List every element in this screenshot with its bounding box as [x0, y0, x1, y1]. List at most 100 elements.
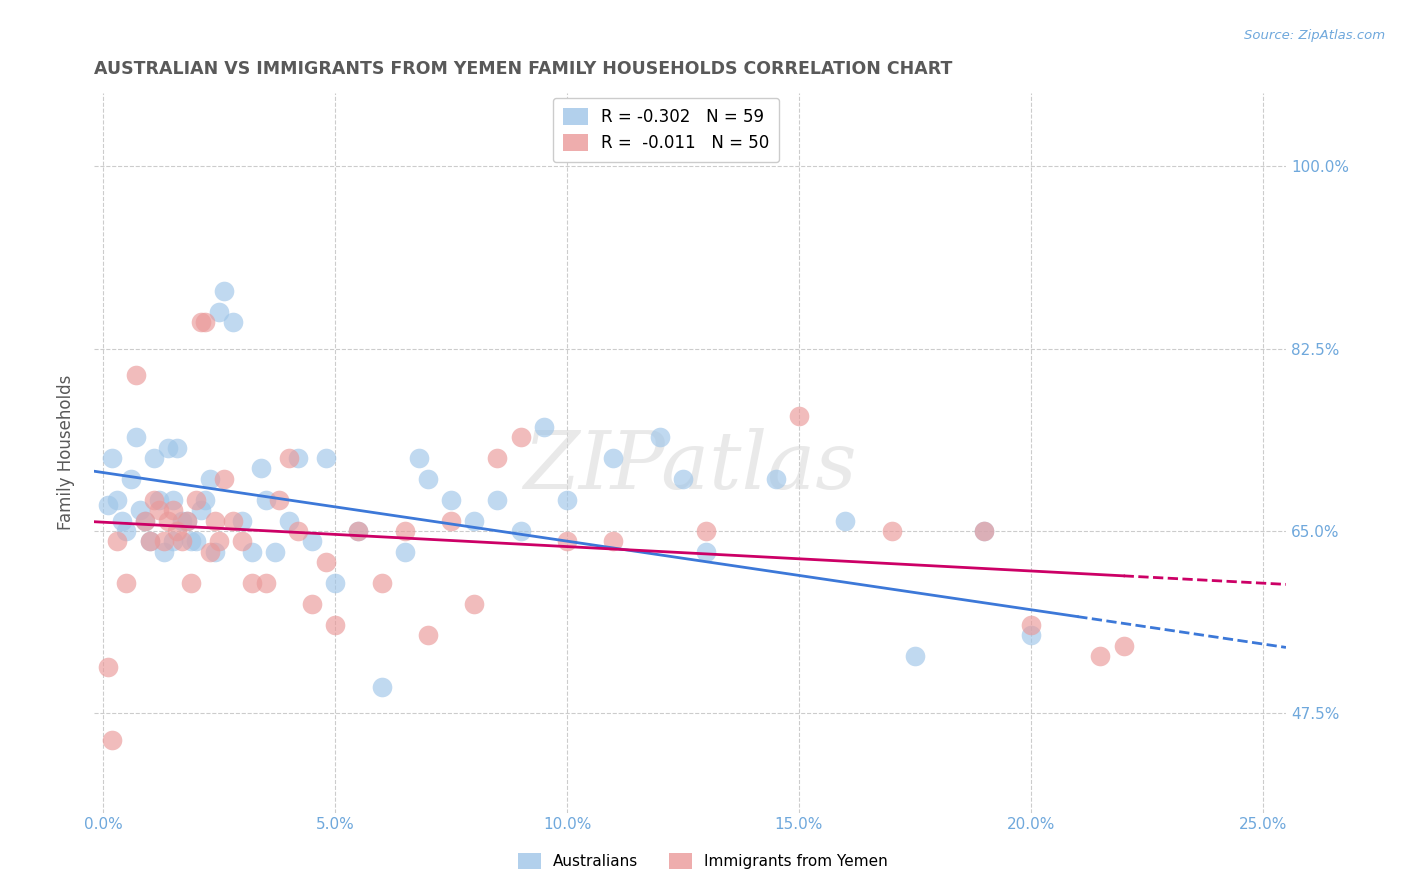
Point	[138, 534, 160, 549]
Point	[1019, 617, 1042, 632]
Point	[97, 659, 120, 673]
Point	[148, 503, 170, 517]
Text: ZIPatlas: ZIPatlas	[523, 428, 856, 506]
Point	[162, 503, 184, 517]
Point	[162, 534, 184, 549]
Point	[198, 545, 221, 559]
Point	[254, 492, 277, 507]
Point	[115, 576, 138, 591]
Point	[347, 524, 370, 538]
Point	[143, 450, 166, 465]
Point	[166, 524, 188, 538]
Point	[408, 450, 430, 465]
Y-axis label: Family Households: Family Households	[58, 376, 75, 531]
Point	[190, 315, 212, 329]
Point	[463, 597, 485, 611]
Point	[254, 576, 277, 591]
Point	[509, 430, 531, 444]
Point	[184, 534, 207, 549]
Point	[105, 534, 128, 549]
Point	[533, 419, 555, 434]
Point	[152, 545, 174, 559]
Point	[1019, 628, 1042, 642]
Point	[97, 498, 120, 512]
Point	[287, 524, 309, 538]
Point	[323, 617, 346, 632]
Point	[208, 534, 231, 549]
Point	[263, 545, 285, 559]
Legend: R = -0.302   N = 59, R =  -0.011   N = 50: R = -0.302 N = 59, R = -0.011 N = 50	[553, 98, 779, 162]
Point	[212, 284, 235, 298]
Point	[648, 430, 671, 444]
Point	[101, 732, 124, 747]
Point	[105, 492, 128, 507]
Point	[1112, 639, 1135, 653]
Point	[180, 576, 202, 591]
Point	[555, 534, 578, 549]
Point	[440, 492, 463, 507]
Point	[463, 514, 485, 528]
Point	[695, 524, 717, 538]
Point	[134, 514, 156, 528]
Point	[222, 315, 245, 329]
Point	[440, 514, 463, 528]
Point	[250, 461, 273, 475]
Point	[394, 524, 416, 538]
Point	[240, 545, 263, 559]
Point	[194, 315, 217, 329]
Point	[416, 472, 439, 486]
Point	[394, 545, 416, 559]
Point	[124, 430, 146, 444]
Point	[973, 524, 995, 538]
Point	[370, 576, 392, 591]
Point	[602, 450, 624, 465]
Point	[486, 492, 509, 507]
Point	[240, 576, 263, 591]
Point	[166, 441, 188, 455]
Point	[176, 514, 198, 528]
Point	[176, 514, 198, 528]
Point	[134, 514, 156, 528]
Point	[138, 534, 160, 549]
Point	[190, 503, 212, 517]
Point	[222, 514, 245, 528]
Point	[152, 534, 174, 549]
Point	[204, 514, 226, 528]
Point	[1090, 649, 1112, 664]
Point	[170, 534, 193, 549]
Point	[277, 514, 299, 528]
Point	[170, 514, 193, 528]
Point	[204, 545, 226, 559]
Point	[111, 514, 134, 528]
Point	[231, 514, 253, 528]
Point	[315, 450, 337, 465]
Point	[180, 534, 202, 549]
Text: Source: ZipAtlas.com: Source: ZipAtlas.com	[1244, 29, 1385, 42]
Point	[129, 503, 152, 517]
Point	[347, 524, 370, 538]
Point	[602, 534, 624, 549]
Point	[973, 524, 995, 538]
Point	[509, 524, 531, 538]
Point	[157, 441, 180, 455]
Point	[184, 492, 207, 507]
Point	[231, 534, 253, 549]
Point	[787, 409, 810, 424]
Point	[148, 492, 170, 507]
Point	[880, 524, 903, 538]
Point	[765, 472, 787, 486]
Point	[101, 450, 124, 465]
Point	[115, 524, 138, 538]
Point	[124, 368, 146, 382]
Point	[277, 450, 299, 465]
Point	[301, 534, 323, 549]
Point	[323, 576, 346, 591]
Legend: Australians, Immigrants from Yemen: Australians, Immigrants from Yemen	[512, 847, 894, 875]
Point	[194, 492, 217, 507]
Point	[269, 492, 291, 507]
Point	[486, 450, 509, 465]
Point	[695, 545, 717, 559]
Point	[208, 305, 231, 319]
Point	[157, 514, 180, 528]
Text: AUSTRALIAN VS IMMIGRANTS FROM YEMEN FAMILY HOUSEHOLDS CORRELATION CHART: AUSTRALIAN VS IMMIGRANTS FROM YEMEN FAMI…	[94, 60, 952, 78]
